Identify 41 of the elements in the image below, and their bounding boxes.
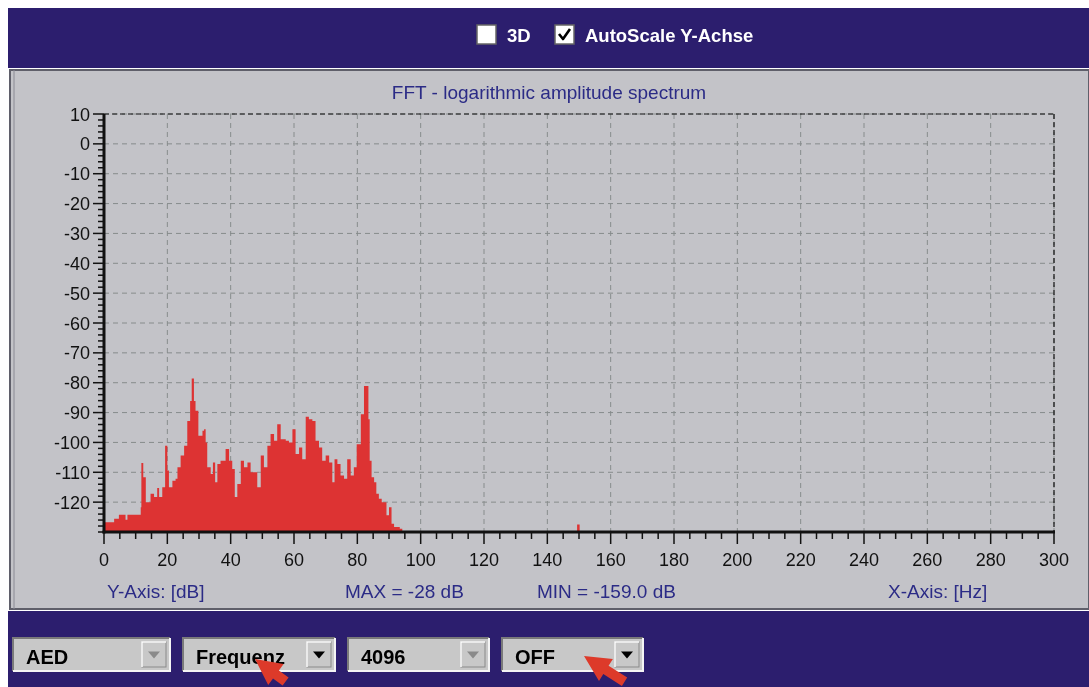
y-tick-label: -50 (63, 283, 90, 304)
y-tick-label: -20 (63, 194, 90, 215)
x-tick-label: 100 (405, 550, 436, 570)
y-tick-label: -40 (63, 253, 90, 274)
x-tick-label: 60 (283, 550, 305, 570)
x-tick-label: 140 (532, 550, 563, 570)
x-tick-label: 300 (1038, 550, 1070, 570)
x-tick-label: 80 (347, 550, 368, 570)
text: OFF (515, 646, 555, 668)
x-axis-title: X-Axis: [Hz] (888, 581, 988, 602)
x-tick-label: 280 (975, 550, 1006, 570)
x-tick-label: 20 (157, 550, 178, 570)
y-tick-label: -10 (63, 164, 90, 185)
y-tick-label: -110 (55, 462, 90, 483)
x-tick-label: 200 (722, 550, 753, 570)
x-tick-label: 120 (468, 550, 500, 570)
y-tick-label: -100 (53, 432, 90, 453)
y-tick-label: -60 (63, 313, 90, 334)
x-tick-label: 160 (595, 550, 626, 570)
text: MIN = -159.0 dB (537, 581, 676, 602)
text: 4096 (361, 646, 406, 668)
y-tick-label: -80 (63, 373, 90, 394)
y-tick-label: 0 (79, 134, 90, 155)
text: MAX = -28 dB (345, 581, 464, 602)
y-tick-label: -120 (53, 492, 90, 513)
y-tick-label: -70 (63, 343, 90, 364)
text: AutoScale Y-Achse (585, 25, 754, 46)
text: AED (26, 646, 69, 668)
text: 3D (507, 25, 531, 46)
x-tick-label: 0 (98, 550, 110, 570)
x-tick-label: 240 (848, 550, 880, 570)
y-tick-label: 10 (69, 104, 90, 125)
x-tick-label: 180 (658, 550, 690, 570)
y-tick-label: -30 (63, 223, 90, 244)
x-tick-label: 40 (220, 550, 241, 570)
chart-title: FFT - logarithmic amplitude spectrum (391, 82, 707, 103)
x-tick-label: 220 (785, 550, 816, 570)
text: Frequenz (196, 646, 285, 668)
x-tick-label: 260 (912, 550, 943, 570)
text: Y-Axis: [dB] (107, 581, 205, 602)
y-tick-label: -90 (63, 403, 90, 424)
